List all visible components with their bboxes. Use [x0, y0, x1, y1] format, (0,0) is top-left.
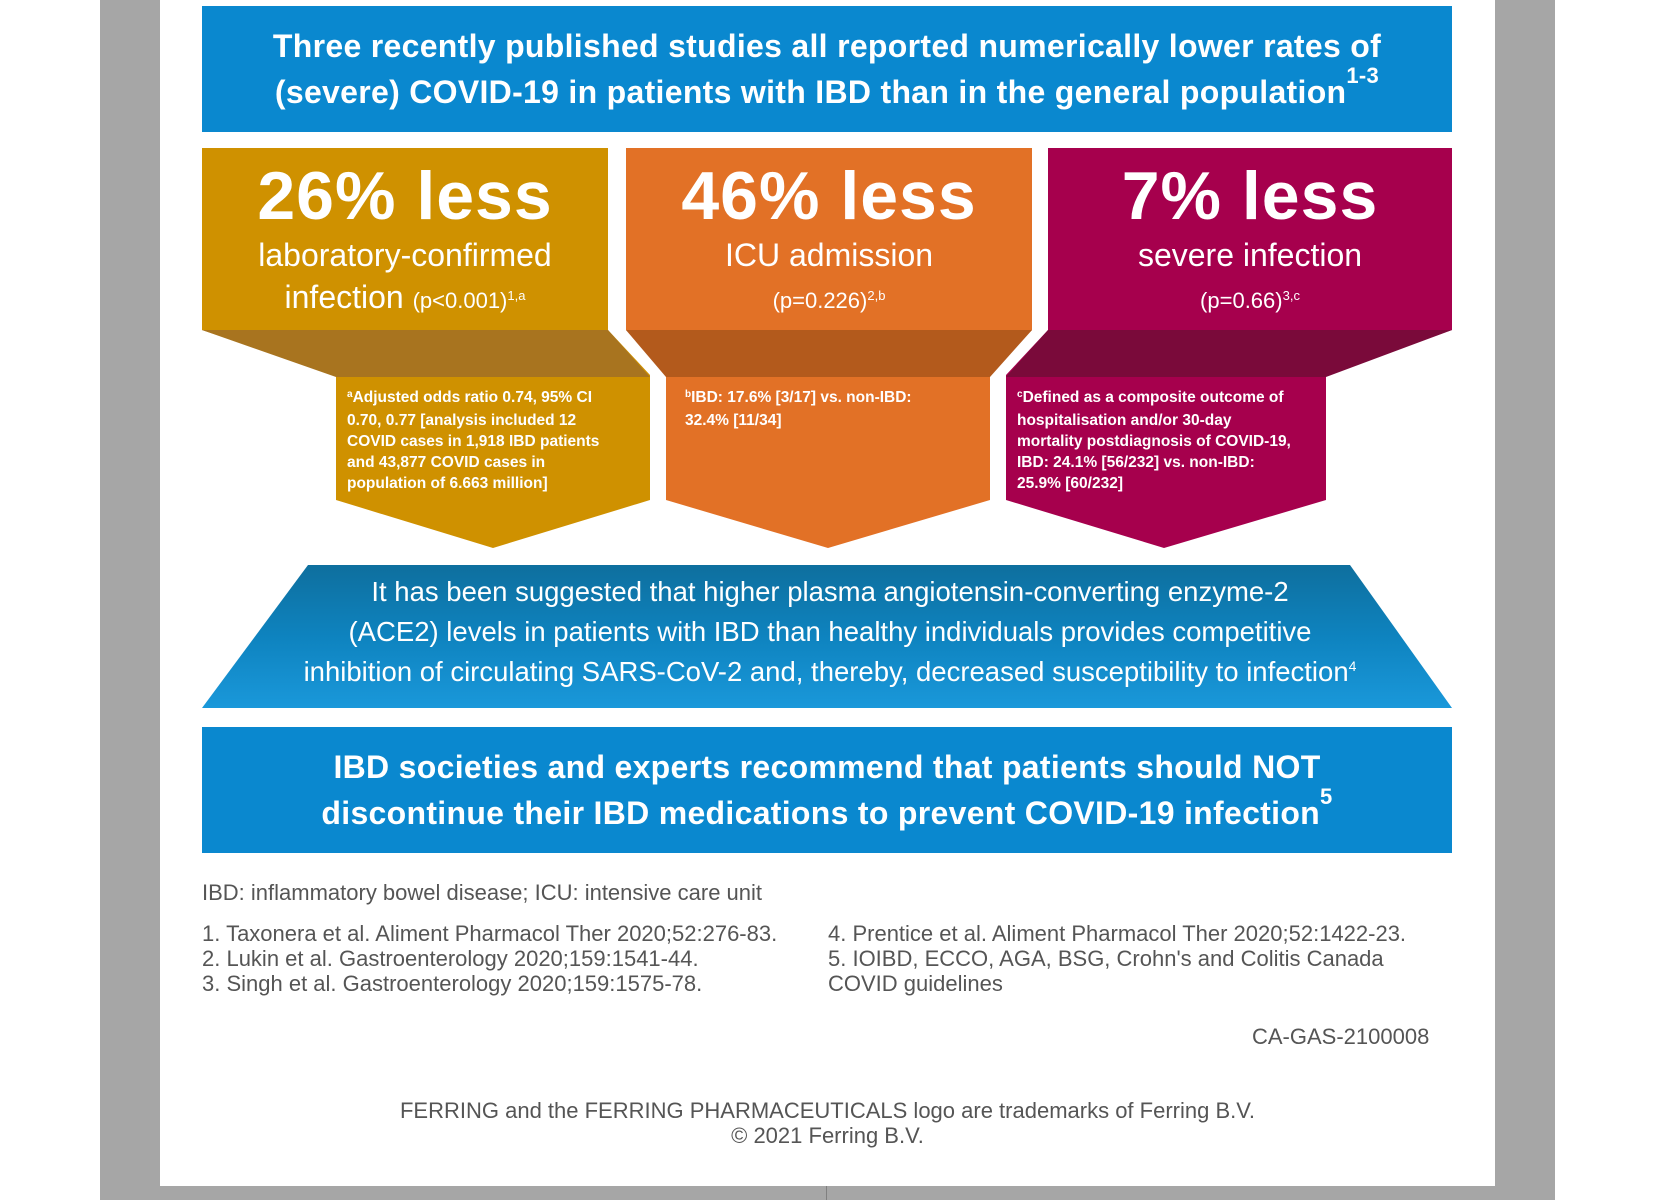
- mechanism-line2: (ACE2) levels in patients with IBD than …: [348, 616, 1312, 647]
- note-line: 25.9% [60/232]: [1017, 475, 1123, 492]
- stat-p-value: (p<0.001): [412, 288, 508, 313]
- note-line: Defined as a composite outcome of: [1022, 389, 1284, 406]
- stat-value: 7% less: [1121, 158, 1379, 234]
- note-line: hospitalisation and/or 30-day: [1017, 412, 1232, 429]
- stat-text-gold: 26% less laboratory-confirmed infection …: [202, 158, 608, 325]
- stat-note-magenta: cDefined as a composite outcome of hospi…: [1017, 387, 1322, 494]
- stat-box-gold: [202, 148, 608, 330]
- stat-value: 46% less: [681, 158, 977, 234]
- document-code: CA-GAS-2100008: [1252, 1024, 1430, 1049]
- footer-copyright: © 2021 Ferring B.V.: [731, 1123, 924, 1148]
- stat-text-magenta: 7% less severe infection (p=0.66)3,c: [1048, 158, 1452, 325]
- bottom-banner-line2-wrap: discontinue their IBD medications to pre…: [202, 786, 1452, 836]
- top-banner-line2-wrap: (severe) COVID-19 in patients with IBD t…: [202, 65, 1452, 115]
- stat-p-value: (p=0.226): [772, 288, 868, 313]
- note-line: and 43,877 COVID cases in: [347, 454, 546, 471]
- top-banner-line1: Three recently published studies all rep…: [272, 28, 1382, 64]
- note-line: 32.4% [11/34]: [685, 412, 782, 429]
- top-banner-line2: (severe) COVID-19 in patients with IBD t…: [274, 74, 1347, 110]
- stat-note-gold: aAdjusted odds ratio 0.74, 95% CI 0.70, …: [347, 387, 647, 494]
- note-sup: c: [1017, 389, 1023, 400]
- stat-value: 26% less: [257, 158, 553, 234]
- reference-item: 3. Singh et al. Gastroenterology 2020;15…: [202, 971, 703, 996]
- stat-shadow-gold: [202, 330, 650, 377]
- mechanism-trapezoid: [202, 565, 1452, 708]
- stat-funnel-orange: [626, 330, 1032, 548]
- stat-shadow-magenta: [1006, 330, 1452, 377]
- bottom-banner-line2: discontinue their IBD medications to pre…: [321, 795, 1321, 831]
- abbreviations: IBD: inflammatory bowel disease; ICU: in…: [202, 880, 763, 905]
- top-banner: Three recently published studies all rep…: [202, 6, 1452, 132]
- references-left: 1. Taxonera et al. Aliment Pharmacol The…: [202, 921, 777, 996]
- references-right: 4. Prentice et al. Aliment Pharmacol The…: [828, 921, 1406, 996]
- reference-item: COVID guidelines: [828, 971, 1003, 996]
- stat-funnel-magenta: [1006, 330, 1452, 548]
- stat-p-value: (p=0.66): [1200, 288, 1283, 313]
- footer-trademark: FERRING and the FERRING PHARMACEUTICALS …: [399, 1098, 1255, 1123]
- stat-p-sup: 1,a: [507, 288, 526, 303]
- reference-item: 4. Prentice et al. Aliment Pharmacol The…: [828, 921, 1407, 946]
- note-line: 0.70, 0.77 [analysis included 12: [347, 412, 577, 429]
- top-banner-sup: 1-3: [1346, 63, 1380, 89]
- bottom-banner: IBD societies and experts recommend that…: [202, 727, 1452, 853]
- note-line: Adjusted odds ratio 0.74, 95% CI: [352, 389, 593, 406]
- stat-label-line2: infection: [284, 279, 404, 315]
- mechanism-line1: It has been suggested that higher plasma…: [371, 576, 1289, 607]
- reference-item: 1. Taxonera et al. Aliment Pharmacol The…: [202, 921, 778, 946]
- mechanism-line3-wrap: inhibition of circulating SARS-CoV-2 and…: [230, 652, 1430, 696]
- stat-funnel-gold: [202, 330, 650, 548]
- note-line: COVID cases in 1,918 IBD patients: [347, 433, 600, 450]
- reference-item: 2. Lukin et al. Gastroenterology 2020;15…: [202, 946, 699, 971]
- bottom-banner-sup: 5: [1320, 784, 1333, 810]
- note-line: IBD: 17.6% [3/17] vs. non-IBD:: [691, 389, 912, 406]
- reference-item: 5. IOIBD, ECCO, AGA, BSG, Crohn's and Co…: [828, 946, 1384, 971]
- mechanism-text: It has been suggested that higher plasma…: [230, 572, 1430, 696]
- note-sup: b: [685, 389, 692, 400]
- note-line: population of 6.663 million]: [347, 475, 548, 492]
- page-divider-mark: [826, 1186, 827, 1200]
- mechanism-sup: 4: [1348, 658, 1357, 674]
- stat-shapes: [202, 148, 1452, 708]
- stat-p-wrap: (p=0.66)3,c: [1048, 276, 1452, 325]
- stat-label: ICU admission: [724, 237, 934, 273]
- stat-label-line2-wrap: infection (p<0.001)1,a: [202, 276, 608, 325]
- stat-box-orange: [626, 148, 1032, 330]
- mechanism-line3: inhibition of circulating SARS-CoV-2 and…: [303, 656, 1349, 687]
- stat-p-sup: 2,b: [867, 288, 886, 303]
- stat-note-orange: bIBD: 17.6% [3/17] vs. non-IBD: 32.4% [1…: [685, 387, 985, 431]
- note-line: IBD: 24.1% [56/232] vs. non-IBD:: [1017, 454, 1255, 471]
- note-sup: a: [347, 389, 353, 400]
- stat-p-wrap: (p=0.226)2,b: [626, 276, 1032, 325]
- stat-shadow-orange: [626, 330, 1032, 377]
- note-line: mortality postdiagnosis of COVID-19,: [1017, 433, 1291, 450]
- stat-label: laboratory-confirmed: [258, 237, 552, 273]
- stat-text-orange: 46% less ICU admission (p=0.226)2,b: [626, 158, 1032, 325]
- document-page: Three recently published studies all rep…: [160, 0, 1495, 1186]
- bottom-banner-line1: IBD societies and experts recommend that…: [333, 749, 1321, 785]
- stat-box-magenta: [1048, 148, 1452, 330]
- stat-label: severe infection: [1137, 237, 1363, 273]
- stat-p-sup: 3,c: [1282, 288, 1300, 303]
- footer: FERRING and the FERRING PHARMACEUTICALS …: [160, 1098, 1495, 1148]
